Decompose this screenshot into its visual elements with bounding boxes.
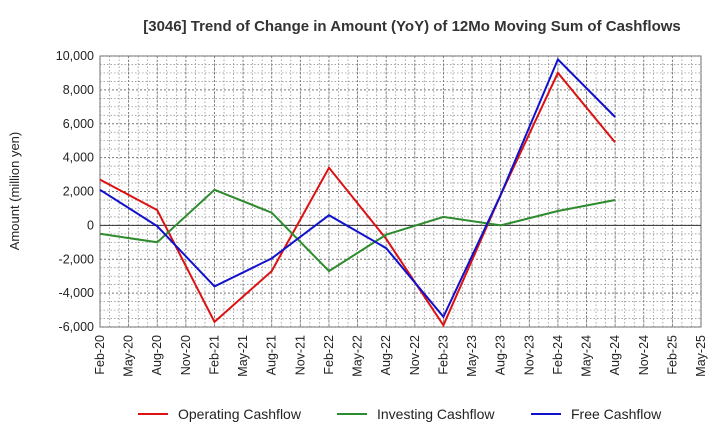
grid bbox=[99, 55, 702, 328]
legend-entry: Free Cashflow bbox=[571, 406, 662, 422]
y-tick-label: -6,000 bbox=[59, 320, 94, 334]
x-tick-label: May-24 bbox=[580, 335, 594, 377]
x-tick-label: Feb-20 bbox=[93, 335, 107, 375]
series-lines bbox=[99, 57, 616, 328]
series-line bbox=[99, 188, 616, 273]
legend-entry: Investing Cashflow bbox=[377, 406, 495, 422]
x-tick-label: May-21 bbox=[236, 335, 250, 377]
x-tick-label: Feb-21 bbox=[207, 335, 221, 375]
x-tick-label: Feb-23 bbox=[436, 335, 450, 375]
x-tick-label: Nov-23 bbox=[522, 335, 536, 375]
y-tick-label: 0 bbox=[87, 218, 94, 232]
x-tick-label: Feb-24 bbox=[551, 335, 565, 375]
chart-title: [3046] Trend of Change in Amount (YoY) o… bbox=[143, 18, 681, 35]
y-tick-label: 8,000 bbox=[63, 83, 94, 97]
series-line bbox=[99, 71, 616, 328]
y-tick-label: 10,000 bbox=[56, 49, 94, 63]
x-tick-label: May-20 bbox=[122, 335, 136, 377]
x-tick-label: Nov-24 bbox=[637, 335, 651, 375]
legend: Operating Cashflow Investing Cashflow Free… bbox=[138, 406, 662, 422]
y-tick-label: -4,000 bbox=[59, 286, 94, 300]
legend-entry: Operating Cashflow bbox=[178, 406, 302, 422]
axes: -6,000 -4,000 -2,000 0 2,000 4,000 6,000 8,000 1… bbox=[56, 49, 708, 377]
x-tick-label: Aug-23 bbox=[494, 335, 508, 375]
y-tick-label: 2,000 bbox=[63, 185, 94, 199]
x-tick-label: Nov-21 bbox=[293, 335, 307, 375]
x-tick-label: Aug-21 bbox=[265, 335, 279, 375]
x-tick-label: Aug-22 bbox=[379, 335, 393, 375]
series-line bbox=[99, 57, 616, 319]
x-tick-label: May-23 bbox=[465, 335, 479, 377]
x-tick-label: Feb-25 bbox=[665, 335, 679, 375]
x-tick-label: Nov-20 bbox=[179, 335, 193, 375]
x-tick-label: Aug-24 bbox=[608, 335, 622, 375]
x-tick-label: Aug-20 bbox=[150, 335, 164, 375]
x-tick-label: May-22 bbox=[351, 335, 365, 377]
y-tick-label: 4,000 bbox=[63, 151, 94, 165]
y-tick-label: -2,000 bbox=[59, 252, 94, 266]
x-tick-label: Feb-22 bbox=[322, 335, 336, 375]
y-axis-label: Amount (million yen) bbox=[7, 132, 22, 251]
y-tick-label: 6,000 bbox=[63, 117, 94, 131]
x-tick-label: Nov-22 bbox=[408, 335, 422, 375]
x-tick-label: May-25 bbox=[694, 335, 708, 377]
